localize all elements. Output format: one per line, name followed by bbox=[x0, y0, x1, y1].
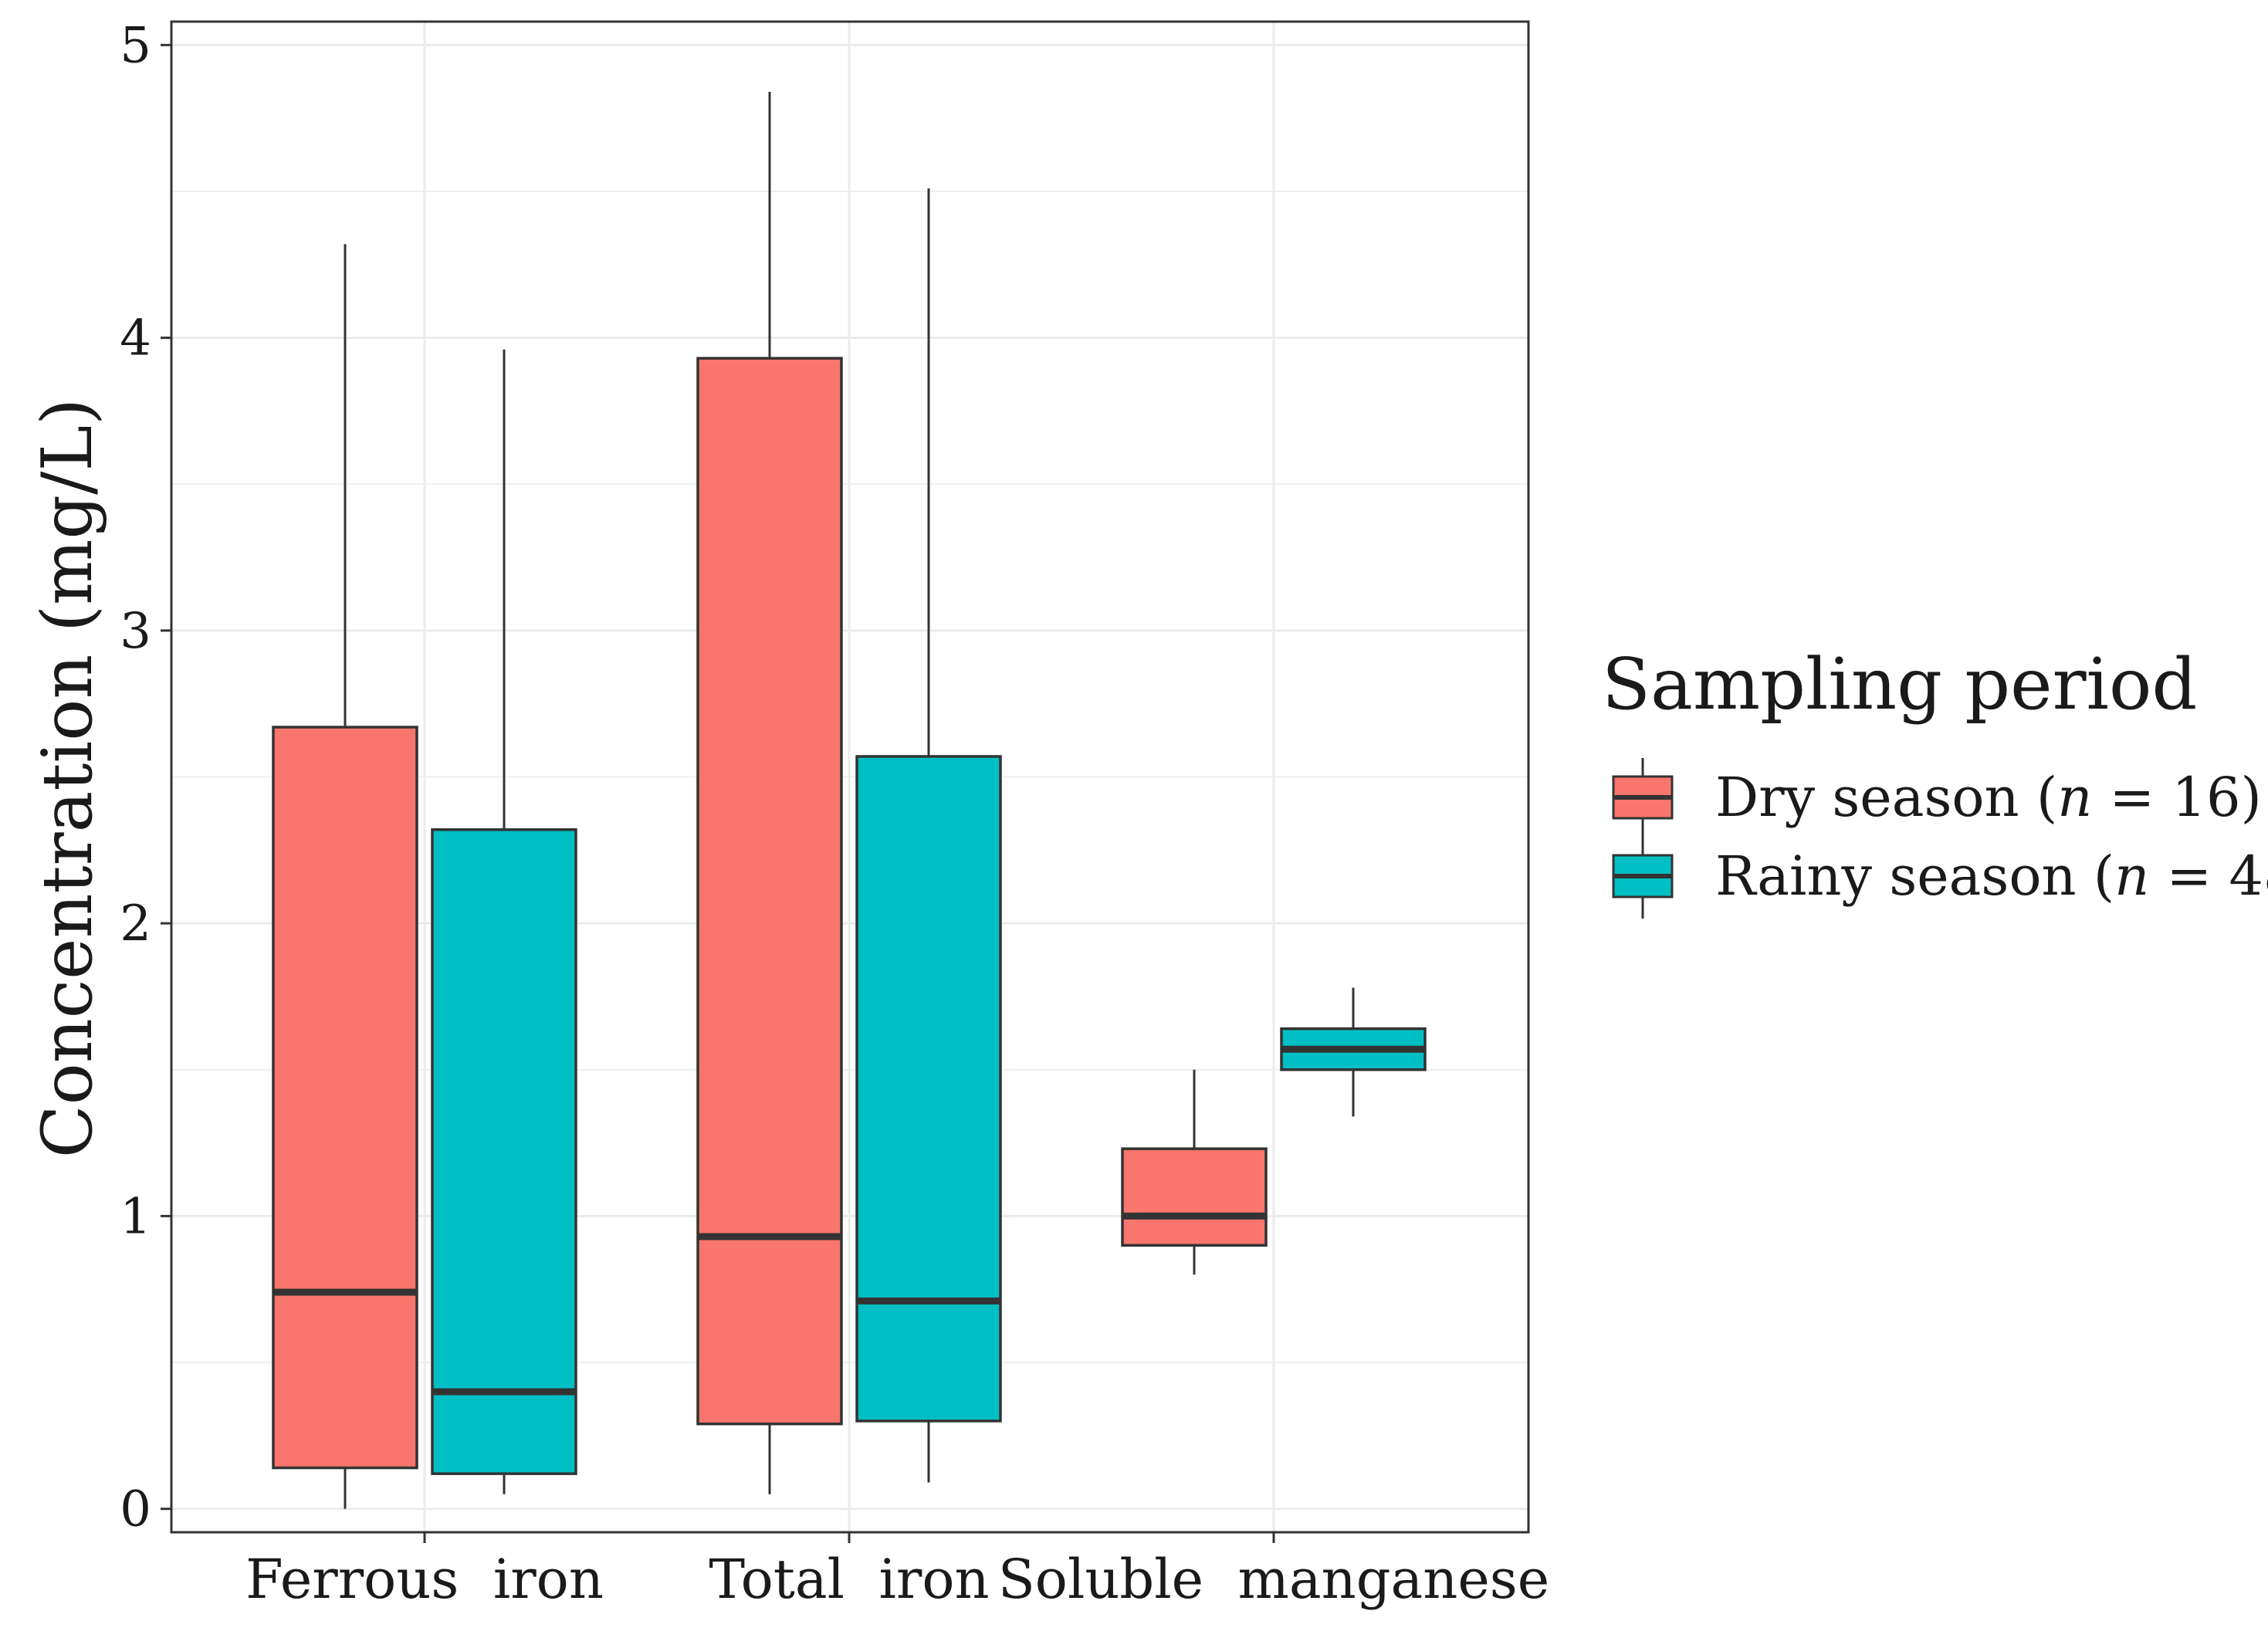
box-series bbox=[272, 92, 1427, 1509]
legend-label-n: n bbox=[2057, 766, 2092, 829]
legend-label-n: n bbox=[2114, 844, 2149, 908]
legend-title: Sampling period bbox=[1602, 643, 2197, 726]
y-tick-label: 3 bbox=[120, 603, 151, 660]
box-dry bbox=[272, 726, 418, 1470]
y-tick-label: 0 bbox=[120, 1481, 151, 1538]
legend-label-count: = 16) bbox=[2092, 766, 2262, 829]
legend-label: Rainy season (n = 48) bbox=[1715, 844, 2268, 908]
x-tick-label: Soluble manganese bbox=[998, 1548, 1549, 1611]
box-dry bbox=[1121, 1147, 1268, 1247]
legend-label-count: = 48) bbox=[2149, 844, 2268, 908]
axes: 0 1 2 3 4 5 Ferrous iron Total iron Soluble mang… bbox=[120, 17, 1549, 1611]
legend-label-text: Rainy season ( bbox=[1715, 844, 2114, 908]
y-tick-label: 4 bbox=[120, 310, 151, 367]
box-dry bbox=[696, 357, 843, 1426]
legend-label-text: Dry season ( bbox=[1715, 766, 2057, 829]
box-rainy bbox=[855, 755, 1002, 1423]
y-tick-label: 1 bbox=[120, 1188, 151, 1245]
y-tick-label: 2 bbox=[120, 895, 151, 953]
box-rainy bbox=[431, 828, 577, 1475]
x-tick-label: Ferrous iron bbox=[245, 1548, 604, 1611]
x-tick-label: Total iron bbox=[709, 1548, 989, 1611]
y-tick-label: 5 bbox=[120, 17, 151, 74]
y-axis-title: Concentration (mg/L) bbox=[27, 398, 108, 1158]
legend-label: Dry season (n = 16) bbox=[1715, 766, 2262, 829]
